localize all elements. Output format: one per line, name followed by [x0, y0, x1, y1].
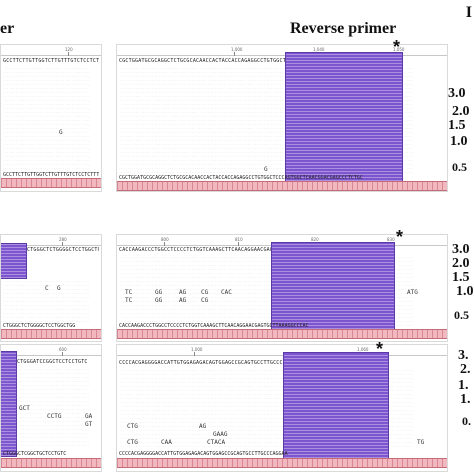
read-coverage-track — [117, 458, 447, 468]
read-pileup: .......... .......... .......... .......… — [3, 279, 90, 323]
variant-base: G — [264, 166, 268, 173]
primer-end-asterisk: * — [393, 37, 401, 57]
variant-base: CCTG — [47, 413, 62, 420]
row2-left-alignment: 280 CTGGGCTCTGGGGCTCCTGGCTGG .......... … — [0, 234, 102, 342]
variant-base: AG — [199, 423, 207, 430]
size-marker-label: 0. — [462, 414, 471, 428]
variant-base: GAAG — [213, 431, 228, 438]
forward-primer-binding-site — [1, 243, 27, 279]
size-marker-label: 2.0 — [452, 256, 470, 271]
reference-sequence: CTGGGATCCGGCTCCTCCTGTC — [17, 359, 88, 365]
size-marker-label: 1.5 — [452, 270, 470, 285]
ruler: 120 — [1, 47, 101, 56]
consensus-sequence: CGCTGGATGCGCAGGCTCTGCGCACAACCACTACCACCAG… — [119, 175, 363, 181]
read-pileup: .......... .......... .......... .......… — [119, 368, 414, 448]
variant-base: CAA — [161, 439, 172, 446]
ruler-tick: 800 — [161, 237, 169, 246]
variant-base: CAC — [221, 289, 232, 296]
reference-sequence: GCCTTCTTGTTGGTCTTGTTTGTCTCCTCTTTACAA — [3, 58, 99, 64]
primer-end-asterisk: * — [376, 339, 384, 359]
ruler-tick: 810 — [235, 237, 243, 246]
reverse-primer-binding-site — [283, 352, 389, 462]
read-coverage-track — [117, 181, 447, 191]
ruler-tick: 280 — [59, 237, 67, 246]
size-marker-label: 1. — [460, 392, 471, 407]
size-marker-label: 2.0 — [452, 104, 470, 119]
reference-sequence: CACCAAGACCCTGGCCTCCCCTCTGGTCAAAGCTTCAACA… — [119, 247, 322, 253]
variant-base: G — [57, 285, 61, 292]
consensus-sequence: CTGGGCTCGGCTGCTCCTGTC — [3, 451, 67, 457]
read-coverage-track — [1, 178, 101, 188]
row3-right-alignment: 1,000 1,060 CCCCACGAGGGGACCATTGTGGAGAGAC… — [116, 344, 448, 472]
variant-base: GG — [155, 289, 163, 296]
forward-primer-header: er — [0, 20, 15, 37]
variant-base: TC — [125, 297, 133, 304]
read-pileup: .......... .......... .......... .......… — [3, 66, 90, 174]
consensus-sequence: CCCCACGAGGGGACCATTGTGGAGAGACAGTGGAGCCGCA… — [119, 451, 288, 457]
variant-base: GA — [85, 413, 93, 420]
row1-left-alignment: 120 GCCTTCTTGTTGGTCTTGTTTGTCTCCTCTTTACAA… — [0, 44, 102, 192]
forward-primer-binding-site — [1, 351, 17, 457]
variant-base: CTG — [127, 439, 138, 446]
reverse-primer-binding-site — [285, 52, 403, 188]
variant-base: ATG — [407, 289, 418, 296]
size-marker-label: 3.0 — [452, 242, 470, 257]
primer-end-asterisk: * — [396, 227, 404, 247]
variant-base: GT — [85, 421, 93, 428]
ruler: 1,000 1,060 — [117, 347, 447, 356]
ruler-tick: 120 — [65, 47, 73, 56]
variant-base: GCT — [19, 405, 30, 412]
ruler-tick: 600 — [59, 347, 67, 356]
size-marker-label: 1.0 — [456, 284, 474, 299]
row1-right-alignment: 1,000 1,040 1,050 CGCTGGATGCGCAGGCTCTGCG… — [116, 44, 448, 192]
read-coverage-track — [1, 458, 101, 468]
read-coverage-track — [1, 329, 101, 339]
size-marker-label: 2. — [460, 362, 471, 377]
read-coverage-track — [117, 329, 447, 339]
variant-base: TC — [125, 289, 133, 296]
reference-sequence: CTGGGCTCTGGGGCTCCTGGCTGG — [27, 247, 99, 253]
size-marker-label: 1.5 — [448, 118, 466, 133]
reverse-primer-binding-site — [271, 242, 395, 336]
size-marker-label: 0.5 — [454, 308, 469, 322]
panel-letter: I — [465, 4, 472, 21]
variant-base: GG — [155, 297, 163, 304]
size-marker-label: 3.0 — [448, 86, 466, 101]
reference-sequence: CCCCACGAGGGGACCATTGTGGAGAGACAGTGGAGCCGCA… — [119, 360, 299, 366]
size-marker-label: 3. — [458, 348, 469, 363]
read-pileup: .......... .......... .......... .......… — [3, 367, 90, 447]
consensus-sequence: GCCTTCTTGTTGGTCTTGTTTGTCTCCTCTTTACAA — [3, 172, 99, 178]
consensus-sequence: CACCAAGACCCTGGCCTCCCCTCTGGTCAAAGCTTCAACA… — [119, 323, 309, 329]
ruler: 600 — [1, 347, 101, 356]
size-marker-label: 1.0 — [450, 134, 468, 149]
reverse-primer-header: Reverse primer — [290, 20, 397, 37]
variant-base: AG — [179, 297, 187, 304]
size-marker-label: 0.5 — [452, 160, 467, 174]
variant-base: CG — [201, 289, 209, 296]
variant-base: CG — [201, 297, 209, 304]
ruler-tick: 1,000 — [231, 47, 243, 56]
reference-sequence: CGCTGGATGCGCAGGCTCTGCGCACAACCACTACCACCAG… — [119, 58, 380, 64]
consensus-sequence: CTGGGCTCTGGGGCTCCTGGCTGG — [3, 323, 76, 329]
variant-base: G — [59, 129, 63, 136]
size-marker-label: 1. — [458, 378, 469, 393]
variant-base: C — [45, 285, 49, 292]
ruler: 280 — [1, 237, 101, 246]
row3-left-alignment: 600 CTGGGATCCGGCTCCTCCTGTC .......... ..… — [0, 344, 102, 472]
variant-base: CTG — [127, 423, 138, 430]
variant-base: CTACA — [207, 439, 226, 446]
variant-base: AG — [179, 289, 187, 296]
variant-base: TG — [417, 439, 425, 446]
ruler-tick: 1,000 — [191, 347, 203, 356]
row2-right-alignment: 800 810 820 830 CACCAAGACCCTGGCCTCCCCTCT… — [116, 234, 448, 342]
